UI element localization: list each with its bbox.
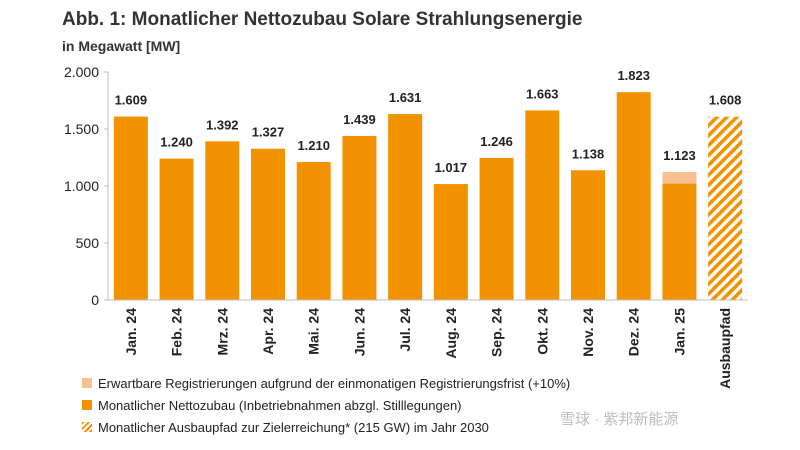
x-tick-label: Okt. 24 <box>534 308 550 355</box>
y-tick-label: 1.000 <box>64 178 99 194</box>
legend-label-net-addition: Monatlicher Nettozubau (Inbetriebnahmen … <box>98 397 462 413</box>
bar <box>616 92 651 300</box>
legend-swatch-expected <box>82 378 92 388</box>
bar <box>388 114 423 300</box>
bar-value-label: 1.663 <box>526 86 559 101</box>
legend: Erwartbare Registrierungen aufgrund der … <box>82 372 570 438</box>
bar <box>205 141 240 300</box>
bar-value-label: 1.608 <box>709 93 742 108</box>
legend-item-net-addition: Monatlicher Nettozubau (Inbetriebnahmen … <box>82 394 570 416</box>
value-labels: 1.609 1.240 1.392 1.327 1.210 1.439 1.631 1.017… <box>115 68 742 175</box>
chart-title: Abb. 1: Monatlicher Nettozubau Solare St… <box>62 9 583 30</box>
x-tick-label: Feb. 24 <box>169 308 185 356</box>
bar <box>479 157 514 300</box>
y-tick-label: 0 <box>91 292 99 308</box>
bar-value-label: 1.138 <box>572 146 605 161</box>
bar <box>113 116 148 300</box>
bar-value-label: 1.240 <box>160 135 193 150</box>
x-tick-label: Jan. 25 <box>671 308 687 356</box>
y-axis: 0 500 1.000 1.500 2.000 <box>64 64 109 308</box>
x-tick-label: Mrz. 24 <box>214 308 230 356</box>
x-axis: Jan. 24 Feb. 24 Mrz. 24 Apr. 24 Mai. 24 Jun. … <box>108 299 748 389</box>
bar-value-label: 1.392 <box>206 117 239 132</box>
x-tick-label: Jun. 24 <box>351 308 367 356</box>
bar <box>433 184 468 300</box>
x-tick-label: Apr. 24 <box>260 308 276 355</box>
x-tick-label: Jul. 24 <box>397 308 413 352</box>
y-tick-label: 2.000 <box>64 64 99 80</box>
legend-item-expected: Erwartbare Registrierungen aufgrund der … <box>82 372 570 394</box>
bar <box>159 158 194 300</box>
bar <box>525 110 560 300</box>
bar-value-label: 1.246 <box>480 134 513 149</box>
x-tick-label: Sep. 24 <box>489 308 505 357</box>
legend-item-target-path: Monatlicher Ausbaupfad zur Zielerreichun… <box>82 416 570 438</box>
bar <box>571 170 605 300</box>
legend-label-target-path: Monatlicher Ausbaupfad zur Zielerreichun… <box>98 419 489 435</box>
legend-swatch-net-addition <box>82 400 92 410</box>
bar-target-path <box>708 116 743 300</box>
y-tick-label: 1.500 <box>64 121 99 137</box>
x-tick-label: Mai. 24 <box>306 308 322 355</box>
legend-label-expected: Erwartbare Registrierungen aufgrund der … <box>98 375 571 391</box>
bar <box>662 183 697 300</box>
bar-expected-registrations <box>662 171 697 184</box>
x-tick-label: Ausbaupfad <box>717 308 733 389</box>
bars <box>113 92 743 300</box>
watermark: 雪球 · 紫邦新能源 <box>560 411 679 428</box>
bar <box>251 148 285 300</box>
bar-value-label: 1.823 <box>617 68 650 83</box>
bar-value-label: 1.210 <box>297 138 330 153</box>
bar-value-label: 1.631 <box>389 90 422 105</box>
bar-value-label: 1.123 <box>663 148 696 163</box>
x-tick-label: Dez. 24 <box>626 308 642 356</box>
legend-swatch-target-path <box>82 422 92 432</box>
x-tick-label: Aug. 24 <box>443 308 459 359</box>
bar-value-label: 1.609 <box>115 93 148 108</box>
bar <box>296 162 331 300</box>
bar-value-label: 1.439 <box>343 112 376 127</box>
bar-value-label: 1.017 <box>435 160 468 175</box>
y-tick-label: 500 <box>76 235 100 251</box>
chart-subtitle: in Megawatt [MW] <box>62 38 181 54</box>
bar <box>342 135 377 300</box>
x-tick-label: Nov. 24 <box>580 308 596 357</box>
bar-value-label: 1.327 <box>252 125 285 140</box>
x-tick-label: Jan. 24 <box>123 308 139 356</box>
